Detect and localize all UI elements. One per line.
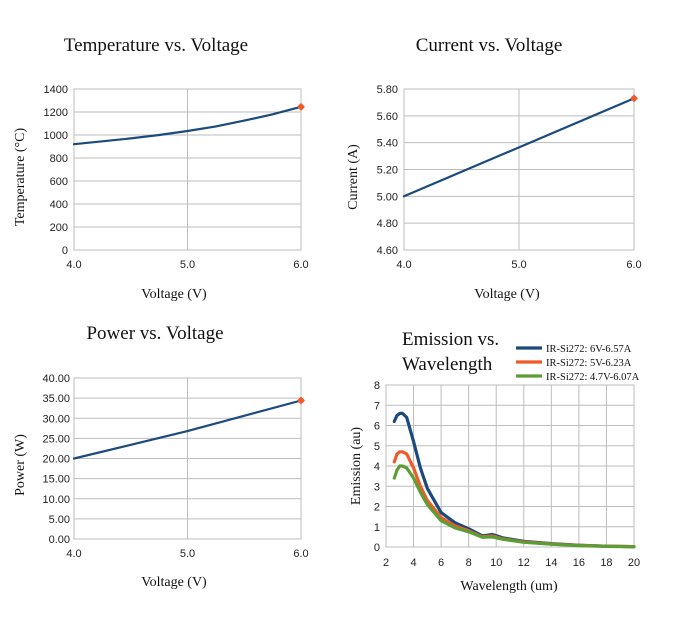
y-tick-label: 5.00 — [377, 191, 398, 203]
y-tick-label: 40.00 — [42, 373, 70, 385]
x-tick-label: 6 — [438, 557, 444, 569]
y-tick-label: 10.00 — [42, 494, 70, 506]
gridlines — [73, 88, 302, 251]
y-tick-label: 800 — [50, 153, 68, 165]
x-tick-label: 16 — [573, 557, 585, 569]
y-tick-label: 200 — [50, 222, 68, 234]
x-tick-label: 20 — [628, 557, 640, 569]
chart-title-line-2: Wavelength — [402, 354, 493, 375]
gridlines — [73, 377, 302, 540]
y-tick-label: 5.20 — [377, 165, 398, 177]
chart-title: Power vs. Voltage — [86, 323, 223, 344]
x-tick-label: 18 — [600, 557, 612, 569]
y-tick-label: 3 — [374, 481, 380, 493]
y-tick-label: 5 — [374, 441, 380, 453]
x-axis-label: Voltage (V) — [474, 287, 540, 302]
x-tick-label: 5.0 — [511, 259, 526, 271]
plot-frame — [73, 88, 302, 251]
y-tick-label: 4.60 — [377, 245, 398, 257]
y-axis-label: Current (A) — [346, 144, 361, 210]
x-axis-label: Wavelength (um) — [460, 579, 558, 594]
x-tick-label: 10 — [490, 557, 502, 569]
legend-label: IR-Si272: 6V-6.57A — [546, 344, 632, 355]
y-tick-label: 5.40 — [377, 138, 398, 150]
y-tick-label: 0.00 — [49, 534, 70, 546]
x-tick-label: 6.0 — [293, 548, 308, 560]
series-line — [72, 399, 303, 460]
y-tick-label: 6 — [374, 421, 380, 433]
y-tick-label: 30.00 — [42, 413, 70, 425]
y-tick-label: 5.60 — [377, 111, 398, 123]
y-tick-label: 1400 — [44, 84, 68, 96]
y-tick-label: 5.80 — [377, 84, 398, 96]
x-tick-label: 14 — [545, 557, 557, 569]
y-tick-label: 4.80 — [377, 218, 398, 230]
chart-title: Current vs. Voltage — [416, 35, 563, 56]
y-tick-label: 1 — [374, 522, 380, 534]
x-tick-label: 4.0 — [396, 259, 411, 271]
y-axis-label: Power (W) — [13, 434, 28, 496]
y-tick-label: 2 — [374, 502, 380, 514]
x-tick-label: 8 — [466, 557, 472, 569]
y-tick-label: 20.00 — [42, 454, 70, 466]
highlight-point-marker — [297, 396, 305, 405]
x-axis-label: Voltage (V) — [141, 575, 207, 590]
highlight-point-marker — [630, 94, 638, 103]
highlight-point-marker — [297, 102, 305, 111]
legend-label: IR-Si272: 5V-6.23A — [546, 358, 632, 369]
x-tick-label: 4 — [410, 557, 416, 569]
y-axis-label: Emission (au) — [349, 427, 364, 505]
y-tick-label: 0 — [62, 245, 68, 257]
series-line — [72, 105, 303, 146]
x-tick-label: 5.0 — [180, 259, 195, 271]
plot-frame — [385, 384, 635, 548]
y-tick-label: 35.00 — [42, 393, 70, 405]
plot-frame — [403, 88, 635, 251]
y-tick-label: 8 — [374, 380, 380, 392]
y-tick-label: 400 — [50, 199, 68, 211]
x-tick-label: 4.0 — [66, 548, 81, 560]
y-tick-label: 7 — [374, 400, 380, 412]
x-tick-label: 2 — [383, 557, 389, 569]
y-tick-label: 1200 — [44, 107, 68, 119]
legend: IR-Si272: 6V-6.57A IR-Si272: 5V-6.23A IR-S… — [516, 344, 640, 383]
x-tick-label: 4.0 — [66, 259, 81, 271]
x-tick-label: 5.0 — [180, 548, 195, 560]
emission-chart: Emission vs. Wavelength Wavelength (um) … — [349, 329, 640, 594]
y-tick-label: 1000 — [44, 130, 68, 142]
chart-title: Temperature vs. Voltage — [64, 35, 248, 56]
y-tick-label: 25.00 — [42, 433, 70, 445]
series-line — [392, 464, 636, 549]
legend-label: IR-Si272: 4.7V-6.07A — [546, 372, 640, 383]
y-tick-label: 5.00 — [49, 514, 70, 526]
power-chart: Power vs. Voltage Voltage (V) Power (W) … — [13, 323, 309, 590]
gridlines — [385, 384, 635, 548]
current-chart: Current vs. Voltage Voltage (V) Current … — [346, 35, 642, 302]
y-axis-label: Temperature (°C) — [13, 128, 28, 227]
series-line — [402, 97, 636, 198]
x-tick-label: 6.0 — [626, 259, 641, 271]
x-tick-label: 6.0 — [293, 259, 308, 271]
y-tick-label: 600 — [50, 176, 68, 188]
x-axis-label: Voltage (V) — [141, 287, 207, 302]
temperature-chart: Temperature vs. Voltage Voltage (V) Temp… — [13, 35, 309, 302]
y-tick-label: 15.00 — [42, 474, 70, 486]
x-tick-label: 12 — [518, 557, 530, 569]
y-tick-label: 0 — [374, 542, 380, 554]
chart-title-line-1: Emission vs. — [402, 329, 499, 350]
y-tick-label: 4 — [374, 461, 380, 473]
